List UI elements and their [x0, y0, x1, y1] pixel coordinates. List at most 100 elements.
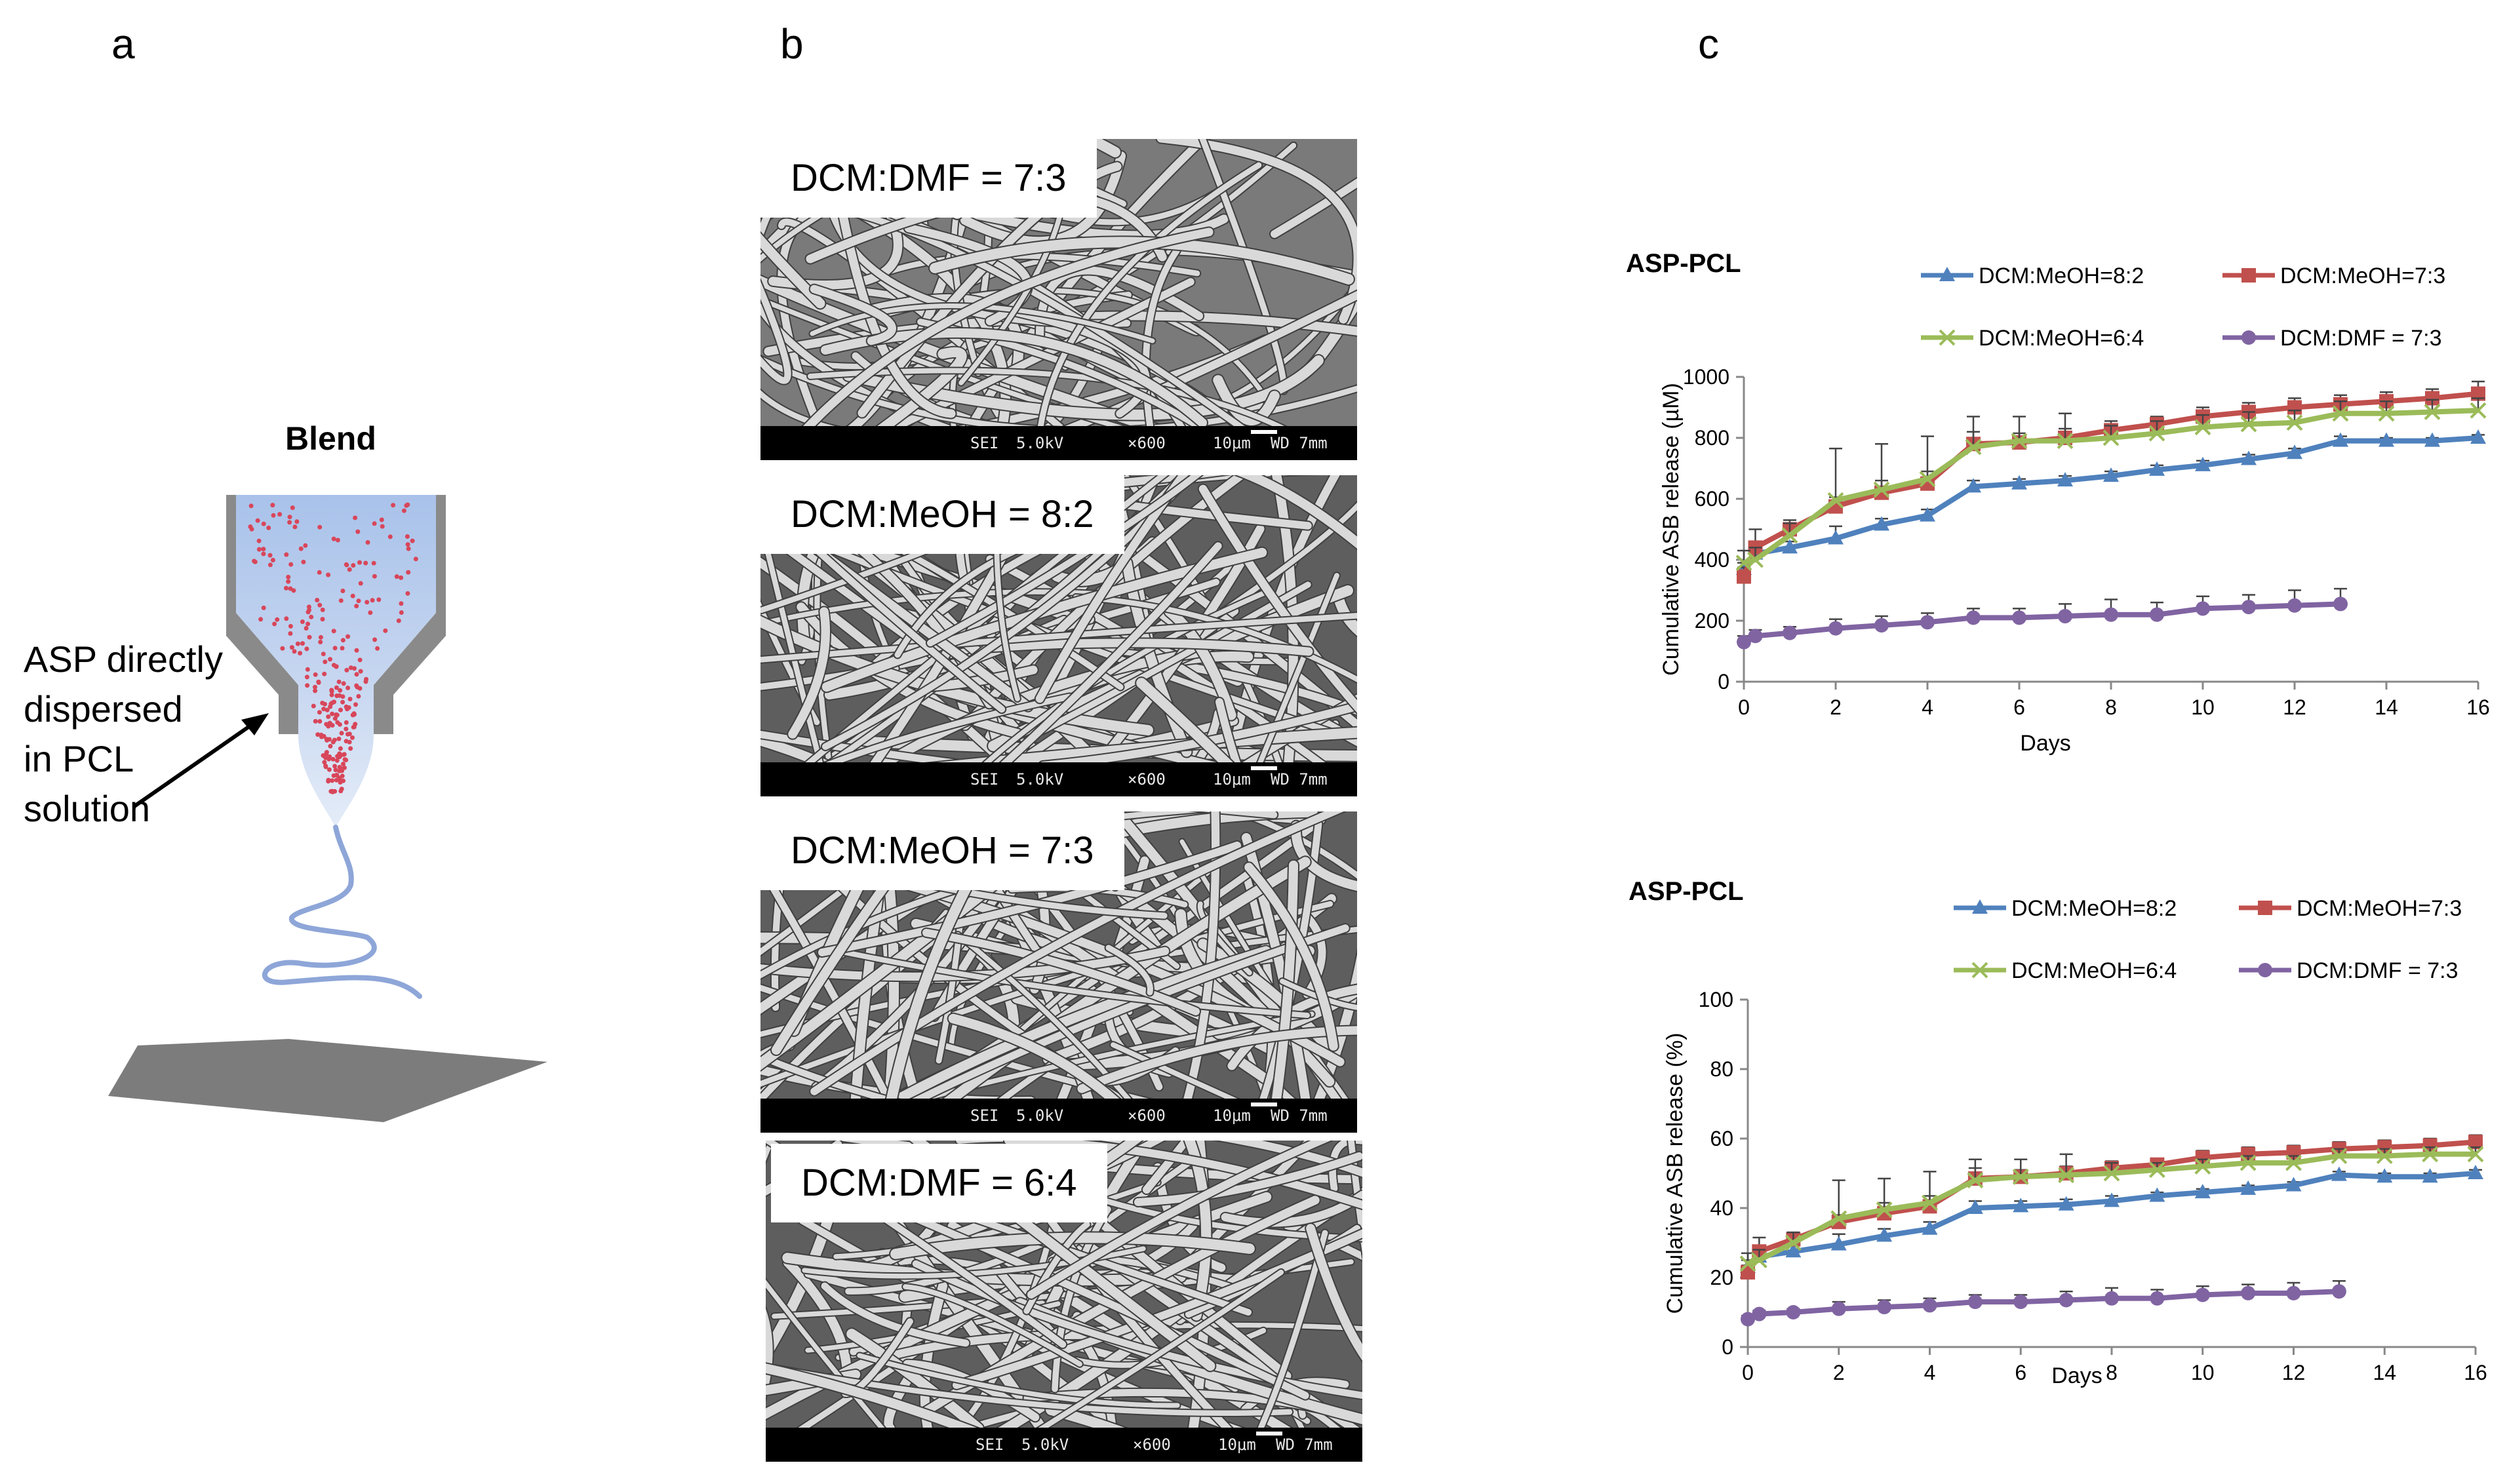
sem-magnification: ×600 — [1128, 434, 1166, 452]
chart-title: ASP-PCL — [1629, 877, 1744, 906]
marker-circle — [2241, 330, 2256, 345]
sem-detector: SEI — [970, 1106, 999, 1125]
asp-particle — [326, 714, 331, 719]
panel-label-a: a — [111, 20, 135, 68]
asp-particle — [345, 686, 351, 690]
asp-particle — [284, 585, 288, 591]
marker-circle — [2286, 1285, 2301, 1300]
asp-particle — [303, 543, 308, 548]
x-tick-label: 0 — [1738, 695, 1750, 719]
marker-triangle — [2470, 429, 2486, 444]
x-tick-label: 14 — [2373, 1361, 2396, 1384]
fiber — [788, 607, 830, 739]
asp-particle — [404, 503, 409, 508]
asp-particle — [270, 558, 275, 562]
fiber — [1252, 1230, 1328, 1443]
marker-x — [2378, 405, 2395, 422]
fiber — [760, 281, 791, 384]
asp-particle — [304, 674, 309, 680]
series-triangle — [1740, 1165, 2483, 1274]
fiber — [1156, 139, 1357, 324]
asp-particle — [348, 746, 353, 751]
marker-triangle — [1967, 1200, 1983, 1214]
legend-label: DCM:MeOH=8:2 — [1979, 264, 2144, 288]
marker-triangle — [1920, 507, 1935, 522]
annotation-line-3: in PCL — [24, 738, 134, 779]
asp-particle — [340, 589, 345, 593]
asp-particle — [304, 646, 309, 652]
asp-particle — [341, 762, 345, 766]
marker-x — [2012, 1168, 2029, 1185]
asp-particle — [342, 752, 347, 757]
marker-triangle — [2011, 475, 2027, 490]
marker-circle — [1783, 625, 1797, 640]
blend-title: Blend — [285, 420, 376, 457]
sem-detector: SEI — [970, 770, 999, 789]
sem-magnification: ×600 — [1128, 770, 1166, 789]
asp-particle — [323, 701, 327, 707]
sem-image-2: DCM:MeOH = 8:2 SEI 5.0kV ×600 10μm WD 7m… — [760, 475, 1357, 796]
marker-x — [2470, 402, 2487, 419]
asp-particle — [344, 667, 349, 673]
marker-triangle — [2287, 444, 2302, 459]
asp-particle — [315, 598, 320, 602]
asp-particle — [304, 626, 309, 631]
sem-working-distance: WD 7mm — [1271, 1106, 1328, 1125]
fiber — [1280, 979, 1357, 1010]
asp-particle — [328, 704, 333, 709]
sem-info-bar: SEI 5.0kV ×600 10μm WD 7mm — [760, 762, 1357, 796]
x-tick-label: 0 — [1742, 1361, 1754, 1384]
asp-particle — [379, 517, 384, 522]
asp-particle — [284, 552, 289, 557]
series-x — [1739, 1146, 2484, 1272]
marker-triangle — [2149, 1187, 2165, 1202]
x-tick-label: 12 — [2283, 695, 2306, 719]
marker-triangle — [1785, 1243, 1802, 1258]
sem-voltage: 5.0kV — [1016, 434, 1064, 452]
sem-info-bar: SEI 5.0kV ×600 10μm WD 7mm — [766, 1428, 1362, 1462]
marker-triangle — [2241, 450, 2257, 465]
asp-particle — [383, 628, 388, 633]
panel-label-c: c — [1698, 20, 1719, 68]
marker-x — [2148, 425, 2165, 442]
asp-particle — [353, 722, 358, 727]
asp-particle — [286, 579, 291, 584]
asp-particle — [256, 547, 262, 552]
asp-particle — [353, 515, 358, 520]
asp-particle — [340, 694, 345, 699]
fiber — [1306, 1224, 1362, 1361]
y-tick-label: 200 — [1695, 609, 1729, 633]
fiber — [1236, 475, 1357, 549]
marker-circle — [2241, 1285, 2256, 1300]
asp-particle — [284, 616, 289, 621]
asp-particle — [313, 672, 318, 677]
marker-x — [1785, 1234, 1802, 1251]
panel-label-b: b — [780, 20, 804, 68]
asp-particle — [375, 646, 380, 651]
asp-particle — [339, 731, 344, 735]
marker-circle — [2104, 607, 2118, 622]
asp-particle — [406, 570, 411, 575]
fiber-jet — [262, 825, 422, 999]
asp-particle — [287, 515, 292, 520]
asp-particle — [352, 712, 357, 717]
asp-particle — [306, 621, 311, 627]
x-tick-label: 8 — [2105, 695, 2117, 719]
asp-particle — [334, 773, 340, 778]
asp-particle — [290, 505, 295, 511]
asp-particle — [348, 665, 353, 671]
marker-triangle — [2379, 432, 2394, 447]
marker-circle — [2013, 1295, 2028, 1310]
sem-working-distance: WD 7mm — [1271, 434, 1328, 452]
fiber — [760, 189, 825, 309]
legend-entry: DCM:DMF = 7:3 — [2222, 326, 2442, 351]
marker-triangle — [1922, 1220, 1938, 1235]
marker-square — [2258, 901, 2272, 915]
fiber — [1227, 985, 1357, 1070]
asp-particle — [320, 607, 325, 612]
marker-circle — [1966, 610, 1981, 625]
series-circle — [1741, 1280, 2346, 1327]
asp-particle — [352, 666, 357, 671]
fiber — [1038, 702, 1357, 770]
asp-particle — [311, 703, 316, 709]
